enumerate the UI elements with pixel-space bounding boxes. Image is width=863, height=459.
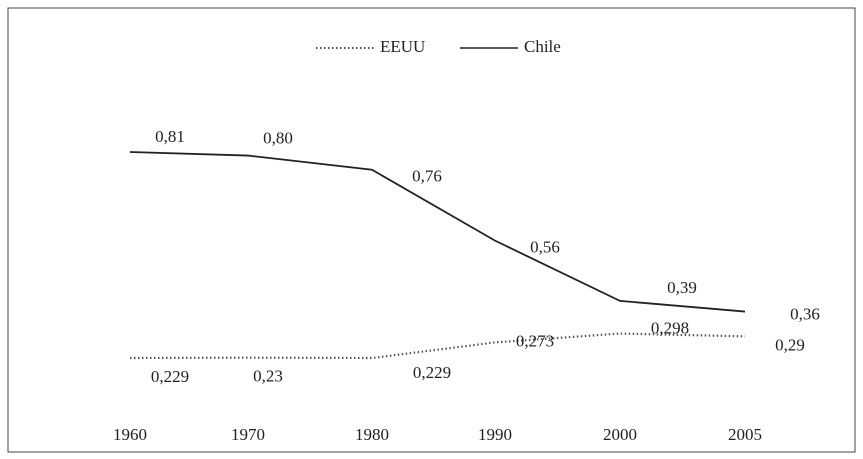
x-tick-label: 1970: [231, 425, 265, 444]
data-label: 0,229: [413, 363, 451, 382]
x-tick-label: 1980: [355, 425, 389, 444]
legend-label: EEUU: [380, 37, 425, 56]
x-tick-label: 2005: [728, 425, 762, 444]
series-line: [129, 332, 746, 360]
data-label: 0,56: [530, 238, 560, 257]
data-label: 0,76: [412, 167, 442, 186]
x-tick-label: 1960: [113, 425, 147, 444]
data-label: 0,81: [155, 127, 185, 146]
data-label: 0,29: [775, 335, 805, 354]
data-label: 0,273: [516, 331, 554, 350]
data-label: 0,229: [151, 367, 189, 386]
data-label: 0,298: [651, 318, 689, 337]
series-line: [129, 151, 746, 313]
legend-label: Chile: [524, 37, 561, 56]
data-label: 0,39: [667, 278, 697, 297]
data-label: 0,36: [790, 304, 820, 323]
chart-frame: [7, 7, 856, 453]
data-label: 0,80: [263, 128, 293, 147]
x-tick-label: 2000: [603, 425, 637, 444]
x-tick-label: 1990: [478, 425, 512, 444]
data-label: 0,23: [253, 367, 283, 386]
